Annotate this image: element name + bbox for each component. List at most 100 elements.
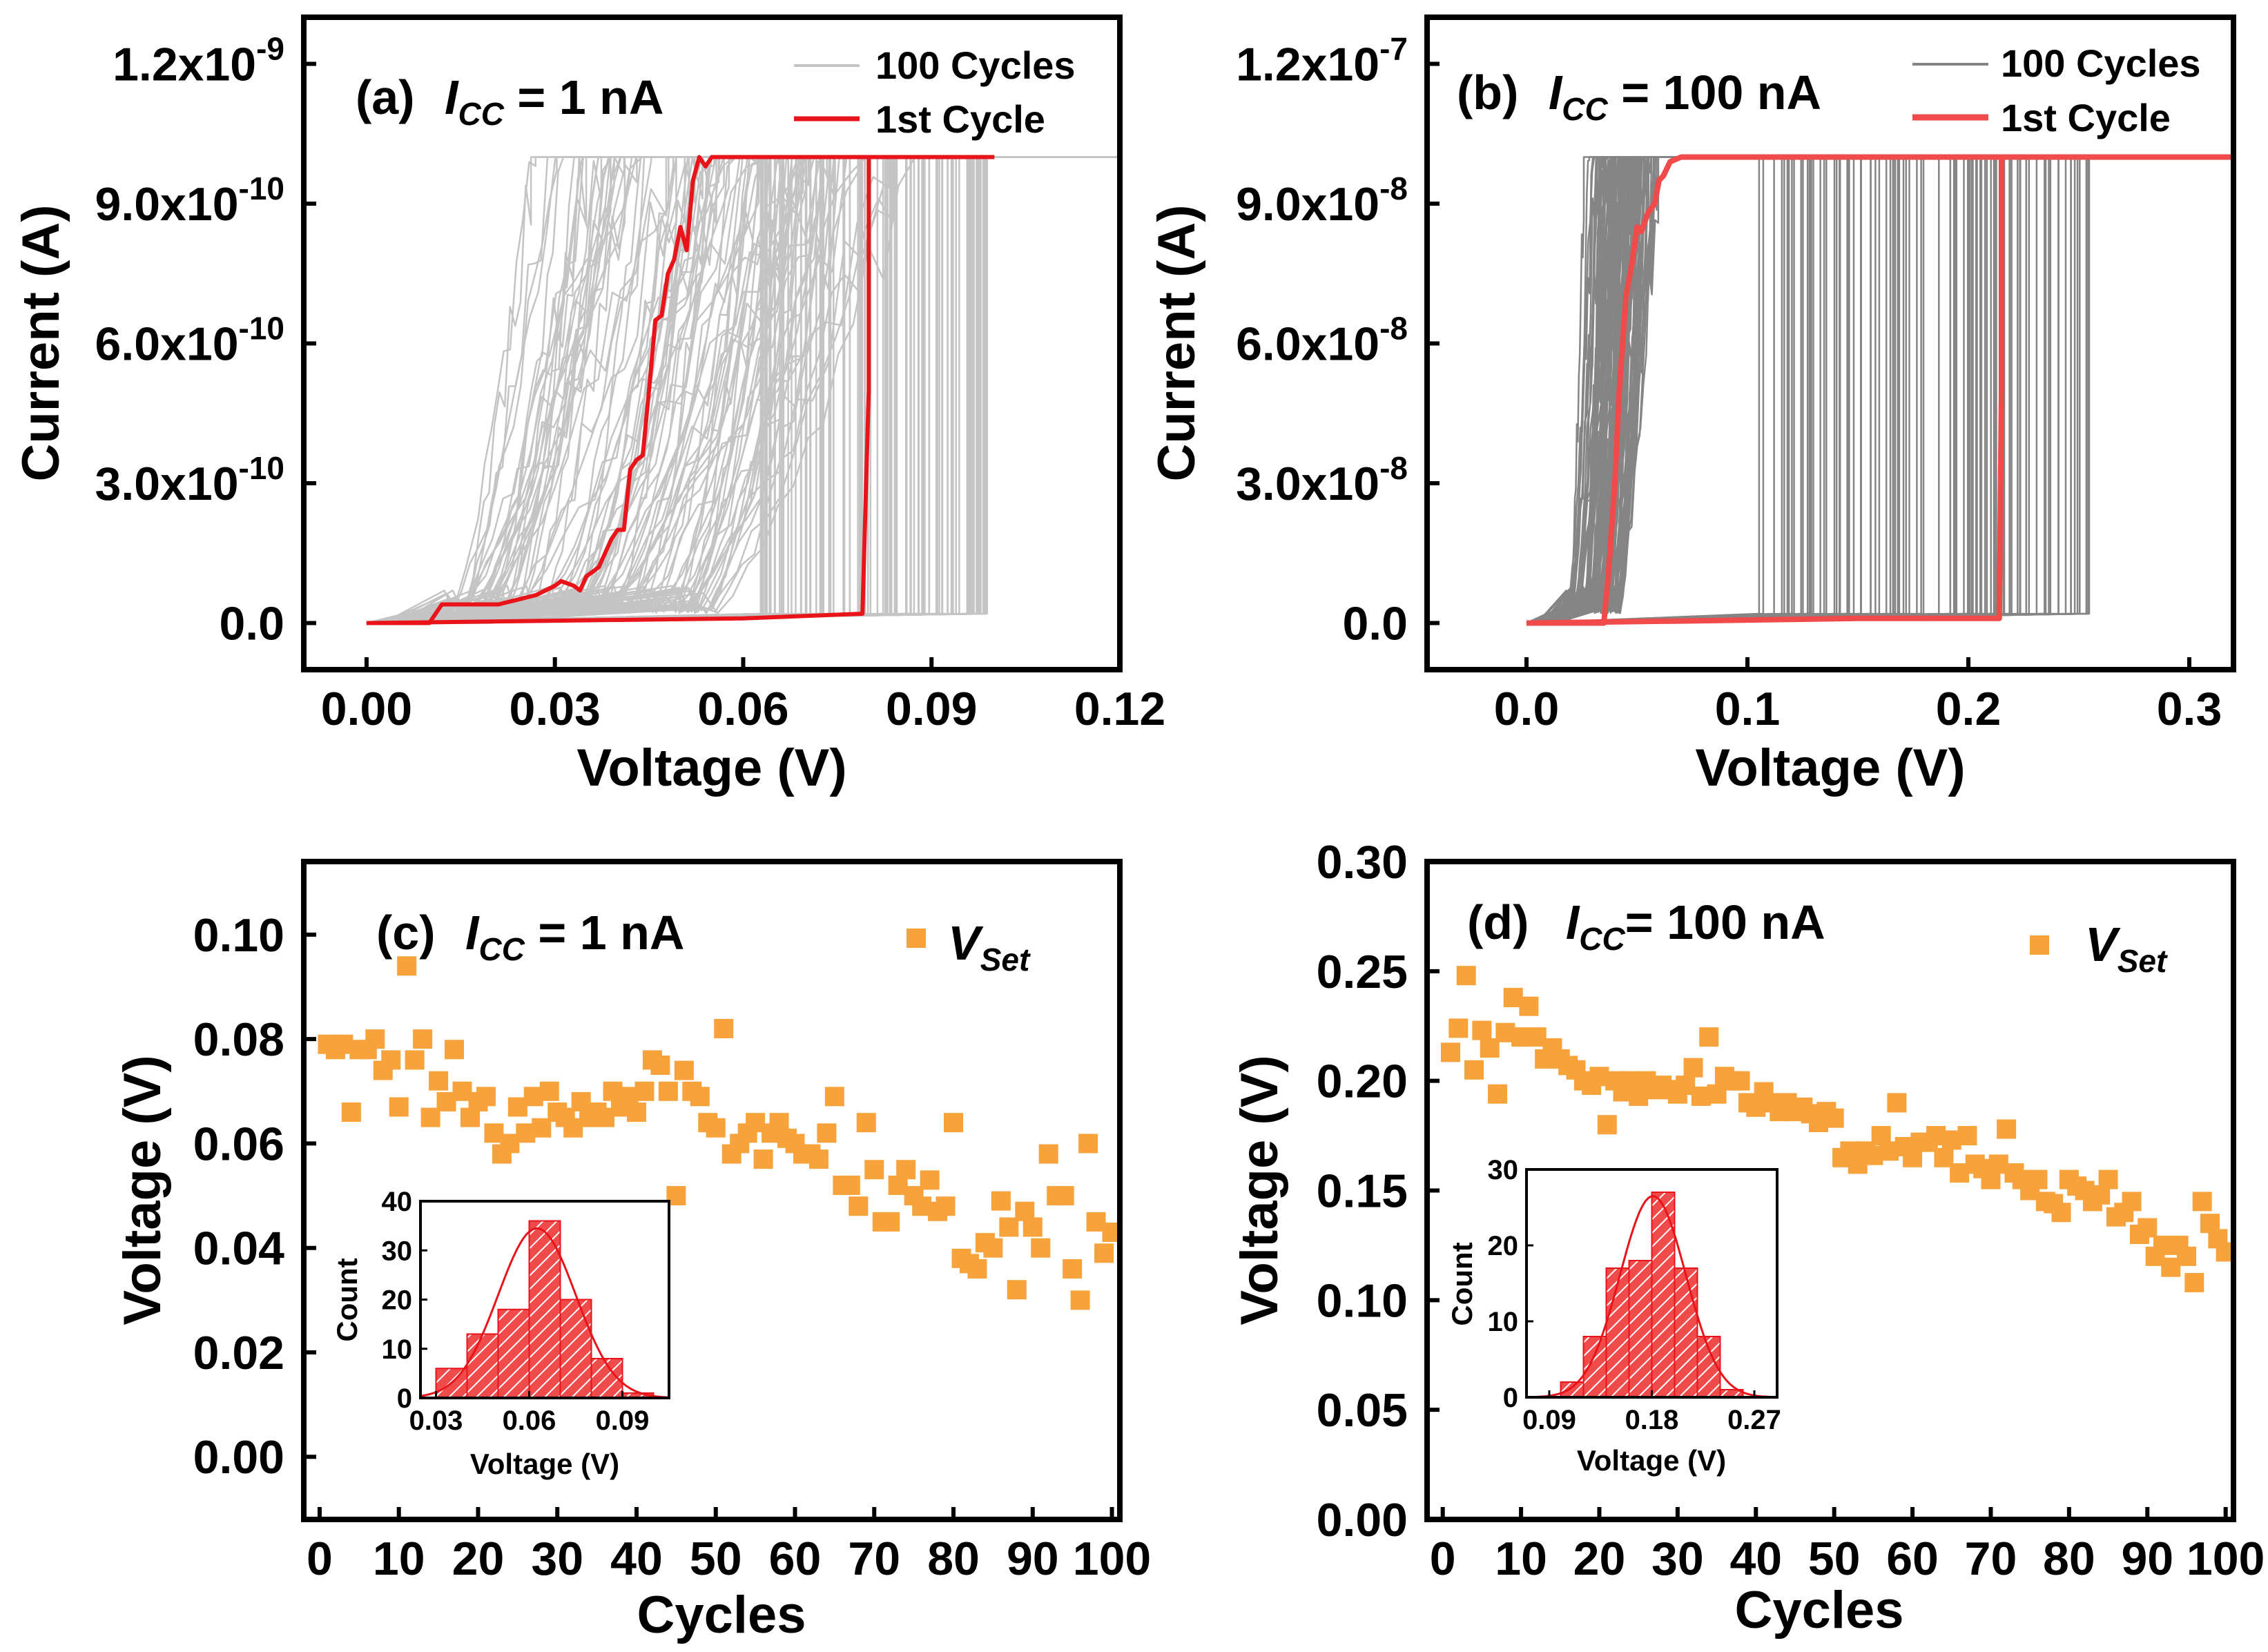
panel-c-x-axis-title: Cycles [637,1586,806,1644]
panel-d-inset-bars [1560,1192,1744,1398]
panel-d-chart: 0 10 20 30 40 50 60 70 80 90 100 0.000.050.100.150… [1230,836,2265,1640]
vset-point [2098,1169,2118,1189]
panel-d-x-ticks: 0 10 20 30 40 50 60 70 80 90 100 [1430,1507,2265,1585]
y-tick-label: 0.10 [1317,1274,1408,1327]
panel-c-legend-marker [907,929,926,948]
x-tick-label: 0 [1430,1533,1456,1585]
panel-d-legend-label: VSet [2085,917,2168,979]
panel-c-x-ticks: 0 10 20 30 40 50 60 70 80 90 100 [307,1507,1151,1585]
x-tick-label: 10 [373,1533,425,1585]
first-cycle-segment [1526,154,2233,626]
vset-point [714,1019,734,1039]
y-tick-exponent: -8 [1379,171,1408,206]
y-tick-label: 0.08 [193,1013,284,1066]
y-tick-exponent: -8 [1379,311,1408,347]
vset-point [706,1118,726,1138]
y-tick-label: 9.0x10-8 [1236,171,1408,231]
y-tick-label: 3.0x10-8 [1236,450,1408,510]
x-tick-label: 50 [1808,1533,1861,1585]
panel-a-label-icc-sub: CC [458,96,504,132]
inset-x-tick-label: 0.06 [503,1406,556,1436]
vset-point [1957,1126,1977,1146]
panel-c-inset-y-title: Count [331,1258,363,1341]
panel-c-y-ticks: 0.00 0.02 0.04 0.06 0.08 0.10 [193,909,316,1484]
panel-d-y-ticks: 0.00 0.05 0.10 0.15 0.20 0.25 0.30 [1317,836,1440,1546]
histogram-bar [1560,1381,1584,1398]
vset-point [658,1081,678,1101]
panel-d-label: (d) ICC= 100 nA [1467,895,1825,957]
panel-c-y-axis-title: Voltage (V) [113,1055,172,1325]
histogram-bar [1582,1336,1607,1398]
inset-x-tick-label: 0.03 [409,1406,463,1436]
panel-b-label-prefix: (b) [1457,66,1518,119]
x-tick-label: 40 [610,1533,663,1585]
histogram-bar [528,1220,561,1399]
vset-point [936,1196,956,1216]
x-tick-label: 90 [2121,1533,2173,1585]
vset-point [674,1060,694,1080]
vset-point [1683,1058,1703,1078]
panel-b-first-cycle-trace [1526,154,2233,626]
panel-d-label-icc: I [1566,895,1580,949]
panel-a-label-icc: I [445,70,459,124]
panel-a-x-axis-title: Voltage (V) [576,739,846,797]
vset-point [2051,1203,2071,1223]
vset-point [808,1149,828,1169]
histogram-bar [1674,1267,1698,1398]
vset-point [1997,1119,2017,1139]
vset-point [2192,1192,2212,1212]
panel-d-inset-x-ticks: 0.09 0.18 0.27 [1522,1390,1781,1435]
inset-y-tick-label: 40 [382,1187,413,1217]
inset-y-tick-label: 20 [382,1285,413,1316]
y-tick-label: 0.20 [1317,1056,1408,1108]
panel-d-label-icc-sub: CC [1579,921,1625,957]
inset-x-tick-label: 0.18 [1625,1405,1679,1435]
vset-point [1472,1020,1492,1040]
y-tick-exponent: -7 [1379,31,1408,67]
panel-c-inset-fit-curve [420,1227,670,1399]
vset-point [1730,1071,1750,1091]
vset-point [650,1055,670,1075]
y-tick-label: 6.0x10-10 [95,311,284,371]
panel-b-legend-first-label: 1st Cycle [2001,96,2171,139]
x-tick-label: 0.2 [1936,683,2002,735]
vset-point [840,1175,860,1195]
first-cycle-segment [366,155,995,625]
x-tick-label: 50 [690,1533,742,1585]
histogram-bar [559,1299,592,1399]
vset-point [1094,1243,1114,1263]
x-tick-label: 60 [769,1533,822,1585]
y-tick-label: 0.02 [193,1327,284,1379]
x-tick-label: 0.12 [1074,683,1165,735]
y-tick-label: 0.10 [193,909,284,962]
vset-point [1597,1115,1617,1135]
first-cycle-segment [1526,154,2233,626]
panel-c-inset-bars [435,1220,655,1399]
y-tick-label: 1.2x10-7 [1236,31,1408,91]
x-tick-label: 0.03 [510,683,601,735]
vset-point [1456,966,1476,986]
x-tick-label: 0.00 [321,683,412,735]
x-tick-label: 100 [1073,1533,1151,1585]
y-tick-label: 0.00 [193,1431,284,1484]
x-tick-label: 20 [452,1533,505,1585]
vset-point [920,1170,940,1190]
first-cycle-segment [366,155,995,625]
vset-point [397,956,417,976]
vset-point [2138,1218,2158,1238]
x-tick-label: 70 [848,1533,900,1585]
x-tick-label: 0.09 [886,683,977,735]
vset-point [405,1050,425,1070]
panel-a-y-axis-title: Current (A) [12,204,70,481]
y-tick-label: 0.06 [193,1118,284,1170]
inset-x-tick-label: 0.27 [1727,1405,1781,1435]
panel-d-legend-marker [2030,935,2049,955]
vset-point [1038,1144,1058,1164]
panel-b-chart: 0.0 0.1 0.2 0.3 0.03.0x10-86.0x10-89.0x10-8… [1147,14,2236,797]
panel-b-y-axis-title: Current (A) [1147,204,1206,481]
x-tick-label: 0.0 [1494,683,1560,735]
x-tick-label: 80 [2043,1533,2095,1585]
inset-y-tick-label: 10 [1488,1307,1519,1337]
x-tick-label: 0.3 [2157,683,2222,735]
